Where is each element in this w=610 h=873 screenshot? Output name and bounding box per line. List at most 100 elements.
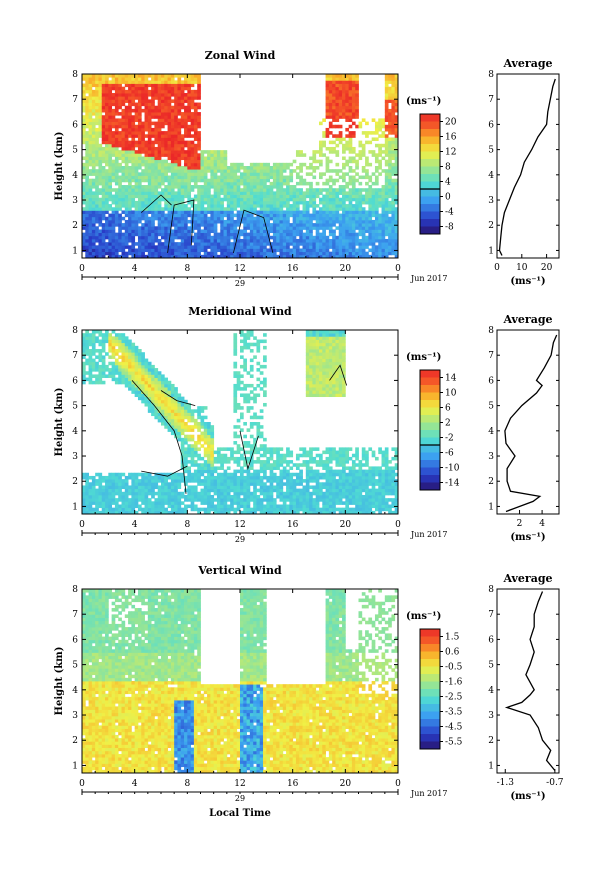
heatmap-cell: [263, 185, 267, 189]
heatmap-cell: [91, 507, 96, 512]
heatmap-cell: [108, 96, 113, 100]
heatmap-cell: [151, 86, 155, 91]
heatmap-cell: [233, 181, 238, 186]
heatmap-cell: [137, 498, 142, 502]
heatmap-cell: [282, 235, 287, 240]
heatmap-cell: [164, 488, 168, 493]
heatmap-cell: [161, 188, 165, 192]
heatmap-cell: [361, 251, 366, 256]
heatmap-cell: [184, 127, 188, 132]
heatmap-cell: [200, 242, 205, 246]
heatmap-cell: [177, 112, 182, 116]
heatmap-cell: [391, 146, 396, 151]
heatmap-cell: [384, 127, 389, 132]
heatmap-cell: [147, 219, 152, 224]
x-tick-label: 0: [79, 264, 85, 274]
heatmap-cell: [309, 248, 313, 253]
heatmap-cell: [391, 194, 396, 199]
heatmap-cell: [167, 175, 172, 180]
heatmap-cell: [226, 181, 231, 186]
heatmap-cell: [391, 143, 396, 148]
heatmap-cell: [286, 166, 290, 170]
heatmap-cell: [309, 223, 313, 227]
heatmap-cell: [342, 156, 346, 161]
heatmap-cell: [184, 181, 188, 186]
heatmap-cell: [141, 108, 145, 113]
heatmap-cell: [180, 166, 185, 170]
heatmap-cell: [98, 482, 103, 486]
heatmap-cell: [124, 207, 129, 211]
heatmap-cell: [348, 96, 353, 100]
heatmap-cell: [98, 488, 103, 493]
heatmap-cell: [332, 96, 336, 100]
heatmap-cell: [213, 185, 218, 189]
heatmap-cell: [114, 150, 119, 154]
heatmap-cell: [266, 213, 271, 218]
heatmap-cell: [82, 377, 86, 382]
heatmap-cell: [141, 482, 145, 486]
heatmap-cell: [88, 153, 93, 157]
heatmap-cell: [216, 204, 221, 208]
heatmap-cell: [88, 242, 93, 246]
heatmap-cell: [279, 213, 284, 218]
heatmap-cell: [124, 134, 129, 138]
heatmap-cell: [286, 223, 290, 227]
heatmap-cell: [82, 371, 86, 375]
heatmap-cell: [184, 159, 188, 164]
heatmap-cell: [164, 83, 168, 88]
heatmap-cell: [193, 131, 198, 135]
heatmap-cell: [220, 223, 224, 227]
heatmap-cell: [302, 210, 307, 214]
heatmap-cell: [230, 229, 234, 234]
heatmap-cell: [351, 83, 356, 88]
heatmap-cell: [170, 153, 175, 157]
heatmap-cell: [226, 185, 231, 189]
heatmap-cell: [134, 248, 139, 253]
heatmap-cell: [187, 194, 192, 199]
heatmap-cell: [124, 358, 129, 363]
heatmap-cell: [141, 383, 145, 388]
heatmap-cell: [174, 396, 178, 401]
heatmap-cell: [128, 339, 132, 344]
heatmap-cell: [111, 80, 116, 84]
heatmap-cell: [299, 150, 303, 154]
heatmap-cell: [170, 124, 175, 129]
heatmap-cell: [151, 368, 155, 372]
heatmap-cell: [302, 248, 307, 253]
heatmap-cell: [144, 229, 149, 234]
heatmap-cell: [197, 482, 201, 486]
heatmap-cell: [124, 501, 129, 505]
heatmap-cell: [263, 216, 267, 221]
heatmap-cell: [243, 223, 247, 227]
heatmap-cell: [98, 131, 103, 135]
heatmap-cell: [137, 235, 142, 240]
heatmap-cell: [388, 232, 392, 237]
heatmap-cell: [256, 194, 261, 199]
heatmap-cell: [174, 475, 178, 480]
heatmap-cell: [394, 143, 399, 148]
heatmap-cell: [128, 124, 132, 129]
heatmap-cell: [141, 172, 145, 176]
heatmap-cell: [302, 232, 307, 237]
heatmap-cell: [128, 83, 132, 88]
heatmap-cell: [305, 242, 310, 246]
heatmap-cell: [105, 226, 109, 230]
heatmap-cell: [236, 254, 241, 259]
heatmap-cell: [220, 207, 224, 211]
heatmap-cell: [124, 121, 129, 126]
heatmap-cell: [187, 409, 192, 413]
heatmap-cell: [118, 498, 122, 502]
heatmap-cell: [95, 232, 99, 237]
heatmap-cell: [124, 342, 129, 347]
heatmap-cell: [91, 108, 96, 113]
heatmap-cell: [91, 368, 96, 372]
heatmap-cell: [177, 232, 182, 237]
heatmap-cell: [118, 380, 122, 385]
heatmap-cell: [151, 131, 155, 135]
heatmap-cell: [98, 216, 103, 221]
heatmap-cell: [269, 210, 274, 214]
heatmap-cell: [82, 510, 86, 515]
heatmap-cell: [174, 219, 178, 224]
heatmap-cell: [154, 159, 159, 164]
heatmap-cell: [388, 207, 392, 211]
